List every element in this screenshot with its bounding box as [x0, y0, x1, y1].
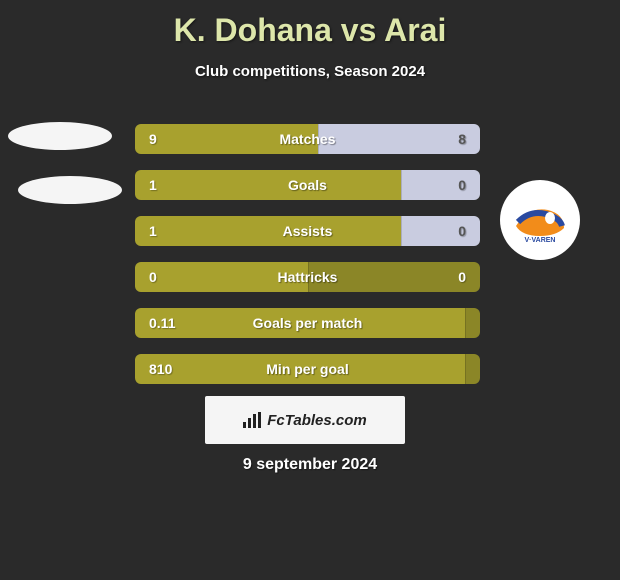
- stat-left-value: 9: [135, 124, 318, 154]
- stat-row: 98Matches: [135, 124, 480, 154]
- stat-left-value: 0: [135, 262, 308, 292]
- team-left-badge-2: [18, 176, 122, 204]
- stat-row: 0.11Goals per match: [135, 308, 480, 338]
- fctables-logo: FcTables.com: [205, 396, 405, 444]
- date-text: 9 september 2024: [0, 456, 620, 474]
- stat-row: 10Assists: [135, 216, 480, 246]
- team-right-badge: V·VAREN: [500, 180, 580, 260]
- stat-right-value: [465, 354, 480, 384]
- stat-row: 810Min per goal: [135, 354, 480, 384]
- stat-row: 00Hattricks: [135, 262, 480, 292]
- stat-right-value: [465, 308, 480, 338]
- comparison-bars: 98Matches 10Goals 10Assists 00Hattricks 0.11…: [135, 124, 480, 400]
- team-left-badge-1: [8, 122, 112, 150]
- stat-left-value: 1: [135, 216, 401, 246]
- stat-right-value: 0: [308, 262, 481, 292]
- stat-left-value: 810: [135, 354, 465, 384]
- stat-row: 10Goals: [135, 170, 480, 200]
- stat-left-value: 1: [135, 170, 401, 200]
- subtitle: Club competitions, Season 2024: [0, 63, 620, 80]
- stat-right-value: 8: [318, 124, 480, 154]
- fctables-label: FcTables.com: [267, 412, 366, 429]
- stat-right-value: 0: [401, 216, 480, 246]
- svg-text:V·VAREN: V·VAREN: [525, 237, 556, 244]
- page-title: K. Dohana vs Arai: [0, 0, 620, 49]
- stat-right-value: 0: [401, 170, 480, 200]
- chart-icon: [243, 412, 261, 428]
- stat-left-value: 0.11: [135, 308, 465, 338]
